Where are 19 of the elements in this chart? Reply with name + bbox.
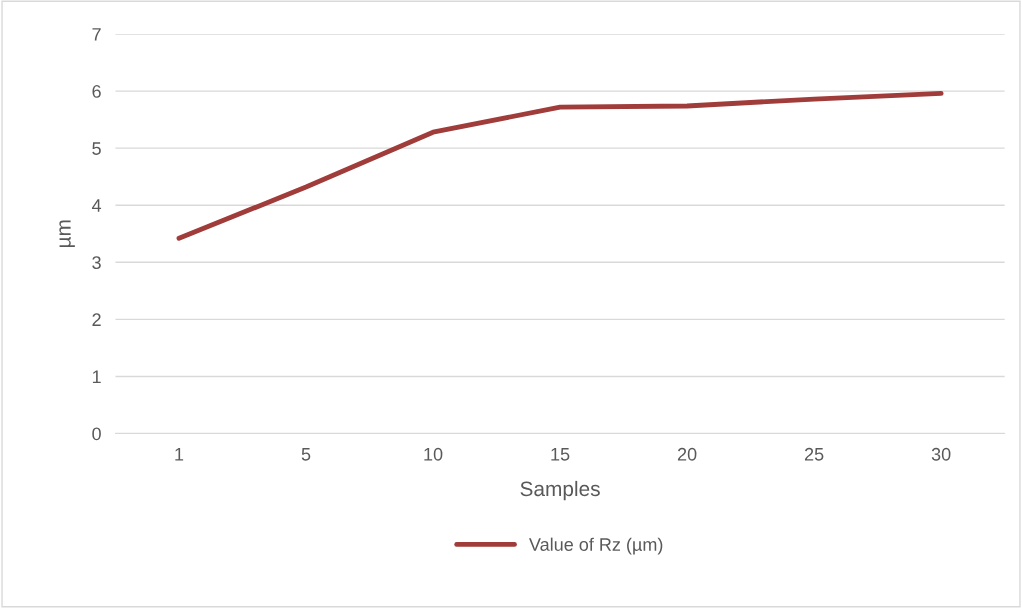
x-tick-label: 5: [301, 448, 311, 461]
x-tick-label: 20: [677, 447, 697, 461]
y-tick-label: 4: [91, 199, 102, 212]
x-axis-title: Samples: [520, 480, 600, 501]
legend-label: Value of Rz (µm): [529, 537, 663, 555]
y-tick-label: 2: [92, 313, 101, 326]
y-tick-label: 1: [92, 370, 101, 383]
x-tick-label: 30: [931, 447, 951, 461]
y-tick-label: 6: [92, 85, 101, 98]
y-tick-label: 5: [92, 142, 101, 155]
line-series: [176, 90, 944, 241]
y-axis-title: µm: [59, 220, 75, 248]
y-tick-label: 3: [92, 256, 101, 270]
y-tick-label: 7: [92, 28, 101, 41]
x-tick-label: 10: [424, 447, 443, 461]
x-tick-label: 25: [804, 447, 824, 461]
y-tick-label: 0: [92, 427, 101, 441]
x-tick-label: 1: [175, 448, 184, 461]
x-tick-label: 15: [551, 448, 570, 461]
